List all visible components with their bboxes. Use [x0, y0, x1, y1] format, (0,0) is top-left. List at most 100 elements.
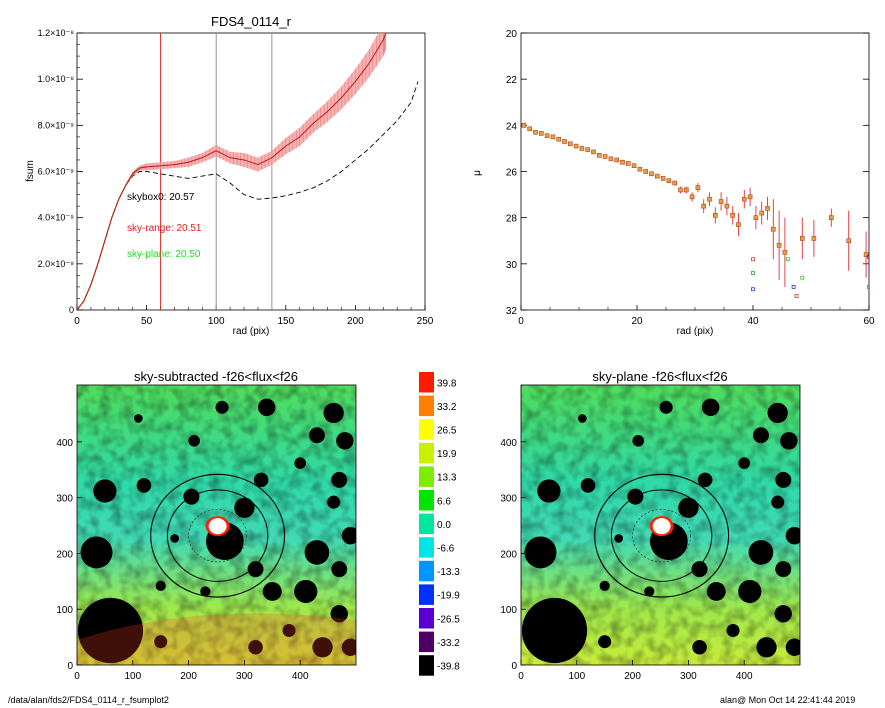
fit-ellipse — [188, 509, 247, 563]
colorbar-label: 26.5 — [437, 425, 457, 436]
masked-source — [247, 561, 264, 578]
fsum-y-axis-label: fsum — [25, 160, 36, 182]
colorbar-label: 0.0 — [437, 520, 451, 531]
colorbar-label: 6.6 — [437, 496, 451, 507]
mu-point — [608, 156, 614, 162]
masked-source — [644, 586, 655, 597]
img1-y-tick-label: 400 — [56, 438, 73, 449]
img1-y-ticks: 0 100 200 300 400 — [56, 438, 82, 672]
annotation-sky-plane: sky-plane: 20.50 — [127, 249, 201, 260]
mu-point — [863, 252, 869, 257]
img2-y-tick-label: 400 — [500, 438, 517, 449]
mu-x-tick-label: 40 — [747, 316, 759, 327]
mu-point — [718, 199, 724, 204]
mu-point — [579, 146, 585, 151]
masked-source — [521, 597, 588, 664]
colorbar-swatch — [419, 537, 434, 558]
annotation-skybox0: skybox0: 20.57 — [127, 192, 195, 203]
masked-source — [331, 561, 348, 578]
masked-source — [614, 534, 624, 543]
img2-x-tick-label: 0 — [518, 671, 524, 682]
img2-y-ticks: 0 100 200 300 400 — [500, 438, 526, 672]
img2-y-tick-label: 100 — [500, 605, 517, 616]
masked-source — [748, 540, 774, 565]
masked-source — [756, 637, 777, 658]
mu-point — [654, 173, 660, 179]
masked-source — [659, 400, 673, 414]
outer-annulus — [150, 473, 286, 598]
mu-y-ticks: 20 22 24 26 28 30 32 — [506, 29, 869, 317]
colorbar-swatch — [419, 608, 434, 629]
fsum-y-tick-label: 1.2×10⁻⁸ — [38, 28, 75, 38]
mu-point — [776, 243, 782, 248]
mu-point — [596, 153, 602, 158]
mu-x-axis-label: rad (pix) — [677, 326, 714, 337]
masked-source — [304, 540, 330, 565]
colorbar-swatch — [419, 395, 434, 417]
colorbar-swatch — [419, 419, 434, 440]
mu-point — [620, 159, 625, 165]
mu-point — [649, 171, 654, 177]
masked-source — [771, 495, 785, 509]
fsum-x-ticks: 0 50 100 150 200 250 — [74, 305, 434, 327]
mu-point — [602, 154, 608, 159]
img1-masks — [77, 398, 356, 664]
colorbar-swatch — [419, 442, 434, 464]
mu-point — [585, 147, 591, 152]
mu-plot-frame — [520, 32, 870, 311]
fsum-x-tick-label: 250 — [417, 316, 434, 327]
img2-x-ticks: 0 100 200 300 400 — [518, 660, 753, 682]
mu-point — [521, 123, 527, 128]
fsum-y-tick-label: 1.0×10⁻⁸ — [38, 74, 75, 84]
masked-source — [336, 432, 354, 450]
galaxy-core — [208, 518, 227, 535]
colorbar: 39.8 33.2 26.5 19.9 13.3 6.6 0.0 -6.6 -13.3 -19.9… — [419, 372, 460, 676]
mu-outlier-point — [785, 257, 790, 262]
mu-point — [846, 238, 852, 244]
masked-source — [706, 582, 726, 601]
colorbar-label: 19.9 — [437, 449, 457, 460]
img1-map — [77, 385, 356, 665]
mu-x-ticks: 0 20 40 60 — [518, 305, 875, 327]
sky-subtracted-image: sky-subtracted -f26<flux<f26 0 100 200 300 4… — [56, 369, 357, 682]
galaxy-core — [652, 518, 671, 535]
masked-source — [136, 478, 152, 493]
masked-source — [330, 605, 348, 623]
mu-point — [625, 161, 631, 166]
masked-source — [726, 623, 740, 638]
mu-y-tick-label: 28 — [506, 214, 518, 225]
mu-point — [637, 166, 643, 172]
masked-source — [308, 427, 325, 444]
masked-source — [134, 414, 143, 423]
mu-x-tick-label: 60 — [863, 316, 875, 327]
masked-source — [341, 638, 356, 656]
mu-point — [689, 194, 695, 200]
colorbar-label: -6.6 — [437, 543, 455, 554]
mu-point — [741, 196, 747, 202]
masked-source — [323, 402, 344, 424]
annotation-sky-range: sky-range: 20.51 — [127, 223, 202, 234]
mu-point — [556, 136, 562, 142]
masked-source — [599, 580, 610, 591]
masked-source — [155, 580, 166, 591]
fsum-chart: FDS4_0114_r rad (pix) fsum 0 50 100 150 200 2… — [25, 14, 434, 337]
mu-point — [573, 143, 579, 149]
fsum-x-axis-label: rad (pix) — [233, 326, 270, 337]
fsum-y-tick-label: 8.0×10⁻⁹ — [38, 120, 75, 130]
masked-source — [188, 434, 200, 447]
img1-x-tick-label: 200 — [180, 671, 197, 682]
mu-point — [672, 180, 678, 186]
masked-source — [170, 534, 180, 543]
mu-point — [753, 215, 759, 220]
masked-source — [282, 623, 296, 638]
mu-outlier-point — [751, 287, 755, 292]
colorbar-label: -39.8 — [437, 661, 460, 672]
mu-y-tick-label: 30 — [506, 260, 518, 271]
mu-y-tick-label: 32 — [506, 306, 518, 317]
mu-point — [782, 249, 788, 255]
img2-title: sky-plane -f26<flux<f26 — [592, 369, 727, 384]
mu-point — [643, 169, 649, 174]
masked-source — [775, 471, 792, 488]
colorbar-label: 39.8 — [437, 378, 457, 389]
